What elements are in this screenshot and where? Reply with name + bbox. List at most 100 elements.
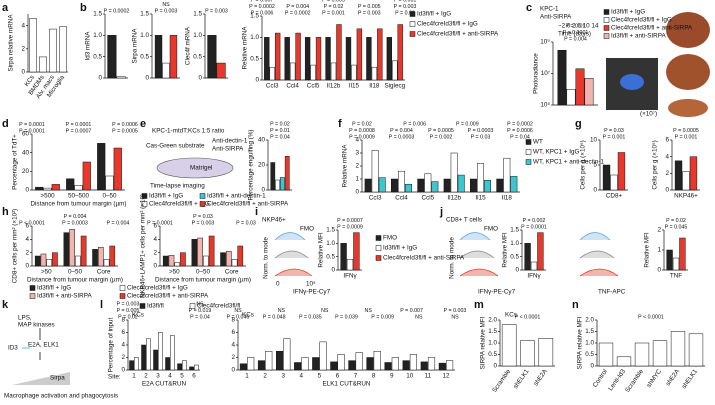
bar bbox=[82, 161, 91, 191]
p-value: P = 0.006 bbox=[251, 10, 274, 16]
bar bbox=[304, 37, 311, 81]
x-tick-label: 0–50 bbox=[102, 193, 117, 200]
y-tick-label: 0 bbox=[657, 267, 661, 274]
y-tick-label: 2 bbox=[355, 163, 359, 170]
p-value: P = 0.02 bbox=[352, 121, 372, 127]
legend-swatch bbox=[29, 285, 36, 291]
bar bbox=[146, 338, 151, 371]
y-axis-label: SIRPA relative MFI bbox=[480, 316, 487, 369]
p-value: NS bbox=[415, 314, 423, 320]
legend-label: Id3fl/fl + IgG bbox=[37, 285, 71, 292]
y-tick-label: 1.0 bbox=[488, 340, 497, 347]
panel-letter: e bbox=[140, 118, 146, 130]
p-value: P = 0.0005 bbox=[112, 128, 138, 134]
bar bbox=[208, 235, 215, 267]
bar bbox=[679, 237, 686, 271]
x-tick-label: Il12b bbox=[327, 83, 341, 90]
bar bbox=[134, 357, 139, 371]
y-tick-label: 2 bbox=[21, 45, 25, 52]
p-value: P = 0.003 bbox=[192, 220, 215, 226]
bar bbox=[280, 177, 285, 191]
p-value: P = 0.0001 bbox=[19, 128, 45, 134]
legend-label: Clec4fcreId3fl/fl + IgG bbox=[149, 201, 210, 208]
bar bbox=[52, 252, 58, 267]
decorations bbox=[12, 12, 710, 385]
bar bbox=[377, 28, 383, 81]
p-value: P = 0.0001 bbox=[521, 224, 547, 230]
x-tick-label: Ccl5 bbox=[307, 83, 320, 90]
bar bbox=[652, 340, 668, 367]
x-tick-label: 50–500 bbox=[68, 193, 90, 200]
legend-label: Clec4fcreId3fl/fl bbox=[197, 303, 240, 310]
annotation: IFNγ-PE-Cy7 bbox=[478, 289, 516, 296]
y-tick-label: 10⁵ bbox=[540, 102, 550, 109]
bar bbox=[319, 341, 327, 371]
bar bbox=[289, 62, 296, 81]
annotation: Time (days) bbox=[558, 31, 591, 38]
y-tick-label: 2 bbox=[121, 354, 125, 361]
bar bbox=[530, 261, 538, 271]
bar bbox=[103, 259, 110, 267]
y-axis-label: Relative MFI bbox=[318, 232, 325, 268]
p-value: P = 0.035 bbox=[299, 314, 322, 320]
panel-letter: l bbox=[100, 299, 103, 311]
bar bbox=[247, 357, 255, 371]
legend-swatch bbox=[375, 255, 382, 261]
p-value: P = 0.01 bbox=[566, 23, 586, 29]
y-axis-label: Relative mRNA bbox=[242, 26, 249, 70]
bar bbox=[330, 361, 338, 371]
bar bbox=[46, 259, 53, 267]
bar bbox=[284, 37, 290, 81]
p-value: P = 0.03 bbox=[471, 134, 491, 140]
x-tick-label: 10 bbox=[406, 373, 414, 380]
legend-label: Clec4fcreId3fl/fl + anti-SIRPA bbox=[127, 293, 209, 300]
p-value: P = 0.03 bbox=[604, 128, 624, 134]
p-value: P = 0.009 bbox=[371, 314, 394, 320]
bar bbox=[49, 28, 57, 73]
legend-swatch bbox=[189, 303, 196, 309]
bar bbox=[503, 157, 511, 193]
bar bbox=[264, 37, 270, 81]
bar bbox=[51, 184, 60, 191]
bar bbox=[356, 28, 363, 81]
x-tick-label: Il18 bbox=[502, 195, 513, 202]
p-value: P = 0.006 bbox=[403, 121, 426, 127]
x-tick-label: Siglecg bbox=[384, 83, 405, 90]
y-tick-label: 0.5 bbox=[488, 351, 497, 358]
legend-label: Clec4fcreId3fl/fl + anti-SIRPA bbox=[207, 201, 289, 208]
y-tick-label: 1.5 bbox=[193, 11, 202, 18]
bar bbox=[39, 56, 47, 73]
x-tick-label: 7 bbox=[354, 373, 358, 380]
p-value: P = 0.0003 bbox=[62, 220, 88, 226]
legend-swatch bbox=[603, 17, 610, 23]
y-tick-label: 10⁹ bbox=[540, 39, 550, 46]
legend-label: WT, KPC1 + anti-dectin-1 bbox=[533, 159, 604, 166]
bar bbox=[501, 324, 517, 367]
y-tick-label: 10 bbox=[590, 137, 598, 144]
p-value: P = 0.02 bbox=[324, 4, 344, 10]
p-value: P = 0.0002 bbox=[104, 8, 130, 14]
bar bbox=[348, 360, 356, 371]
bar bbox=[398, 170, 405, 193]
y-tick-label: 0 bbox=[21, 69, 25, 76]
y-tick-label: 4 bbox=[153, 236, 157, 243]
panel-letter: a bbox=[2, 2, 9, 14]
bar bbox=[470, 178, 477, 193]
panel-letter: k bbox=[2, 299, 9, 311]
y-tick-label: 2 bbox=[25, 249, 29, 256]
y-tick-label: 1 bbox=[657, 247, 661, 254]
y-tick-label: 6 bbox=[153, 223, 157, 230]
dish bbox=[156, 157, 234, 179]
p-value: P < 0.0001 bbox=[19, 220, 45, 226]
bar bbox=[154, 35, 163, 79]
p-value: NS bbox=[451, 314, 459, 320]
x-tick-label: CD8+ bbox=[606, 193, 623, 200]
bar bbox=[92, 249, 98, 267]
x-axis-label: ELK1 CUT&RUN bbox=[323, 381, 371, 388]
legend-swatch bbox=[199, 193, 206, 199]
p-value: P = 0.0009 bbox=[337, 224, 363, 230]
p-value: P = 0.004 bbox=[107, 220, 130, 226]
p-value: P = 0.04 bbox=[510, 134, 530, 140]
annotation: LPS, bbox=[18, 315, 32, 322]
x-tick-label: 6 bbox=[192, 373, 196, 380]
